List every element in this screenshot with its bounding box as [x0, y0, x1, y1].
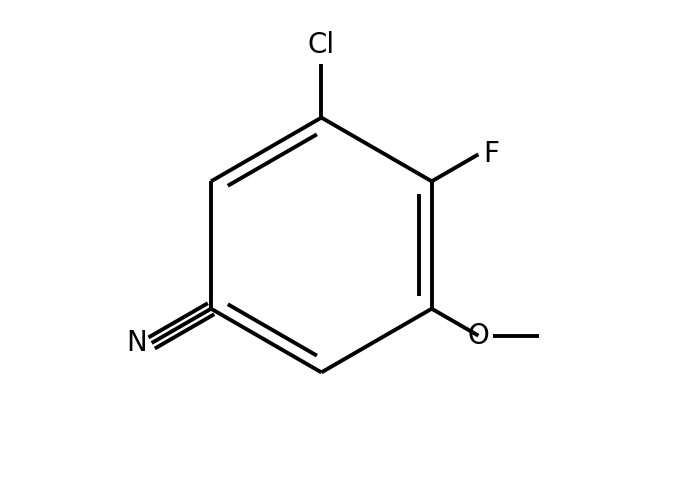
Text: Cl: Cl	[308, 31, 335, 59]
Text: N: N	[126, 329, 147, 357]
Text: O: O	[468, 321, 489, 350]
Text: F: F	[484, 140, 499, 169]
